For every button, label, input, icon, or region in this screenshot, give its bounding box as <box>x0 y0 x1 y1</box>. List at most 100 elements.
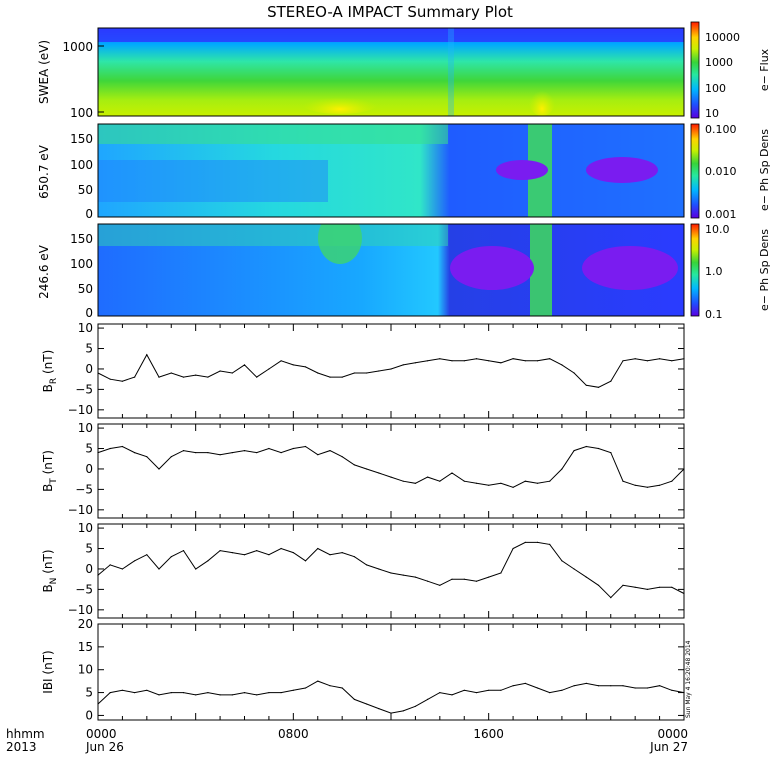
bmag-data-point <box>195 694 197 696</box>
bn-ytick-label: 5 <box>85 542 93 556</box>
pad246-colorbar-label: e− Ph Sp Dens <box>758 229 771 311</box>
bn-data-point <box>427 580 429 582</box>
bt-data-point <box>536 482 539 484</box>
br-data-point <box>243 364 246 366</box>
bt-data-point <box>451 472 453 474</box>
bmag-data-point <box>549 692 551 694</box>
bmag-data-point <box>659 685 661 687</box>
bn-data-point <box>524 541 526 544</box>
bmag-data-point <box>121 689 123 691</box>
pad246-green-column <box>530 224 552 316</box>
bn-data-point <box>243 554 246 556</box>
bt-data-point <box>243 450 246 452</box>
bt-data-point <box>280 452 282 454</box>
swea-cb-10: 10 <box>705 107 719 120</box>
bt-data-point <box>170 456 172 458</box>
swea-ylabel: SWEA (eV) <box>37 40 51 104</box>
br-data-point <box>488 360 490 362</box>
pad650-cb-0001: 0.001 <box>705 208 737 221</box>
br-data-point <box>134 376 136 378</box>
pad246-void-1 <box>450 246 534 290</box>
br-panel: −10 −5 0 5 10 BR (nT) <box>41 321 685 419</box>
br-data-point <box>451 360 453 362</box>
br-series-line <box>97 353 685 388</box>
pad650-panel: 650.7 eV 150 100 50 0 0.100 0.010 0.001 … <box>37 123 771 221</box>
bmag-data-point <box>573 685 575 687</box>
bn-data-point <box>195 568 197 570</box>
bn-panel: −10 −5 0 5 10 BN (nT) <box>41 521 685 619</box>
bmag-data-point <box>378 708 380 710</box>
bt-data-point <box>378 472 380 474</box>
time-axis-row-label-2: 2013 <box>6 740 37 754</box>
time-tick-date: Jun 26 <box>85 740 124 754</box>
bn-data-point <box>317 547 319 550</box>
bn-data-point <box>256 550 258 552</box>
br-frame <box>97 323 685 419</box>
bn-series-line <box>97 541 685 599</box>
bn-ytick-label: −10 <box>68 603 93 617</box>
br-data-point <box>414 362 416 364</box>
time-tick-date: Jun 27 <box>649 740 688 754</box>
bt-data-point <box>524 480 526 482</box>
pad650-low-band <box>98 160 328 202</box>
bt-data-point <box>671 480 673 482</box>
br-data-point <box>390 368 392 370</box>
bn-data-point <box>585 576 587 578</box>
bt-data-point <box>134 452 136 454</box>
swea-cb-1000: 1000 <box>705 56 733 69</box>
bt-data-point <box>317 454 319 456</box>
swea-spectrogram <box>98 28 684 116</box>
swea-cb-10000: 10000 <box>705 31 740 44</box>
bn-data-point <box>378 568 380 570</box>
br-ylabel-main: B <box>41 384 55 392</box>
bmag-data-point <box>439 692 441 694</box>
bt-data-point <box>549 480 551 482</box>
bt-data-point <box>353 464 355 466</box>
bt-data-point <box>219 454 221 456</box>
bmag-data-point <box>427 698 429 701</box>
swea-dark-stripe <box>448 28 454 116</box>
bt-data-point <box>402 480 404 482</box>
br-data-point <box>585 384 587 386</box>
bt-data-point <box>622 480 624 482</box>
pad246-green-blob-1 <box>318 224 362 264</box>
bt-data-point <box>329 450 331 452</box>
br-ylabel-unit: (nT) <box>41 350 55 378</box>
bn-data-point <box>268 554 270 556</box>
bmag-data-point <box>634 687 636 689</box>
bt-data-point <box>268 447 270 450</box>
bn-data-point <box>536 541 539 544</box>
br-data-point <box>536 360 539 362</box>
br-data-point <box>622 360 624 362</box>
swea-cb-100: 100 <box>705 82 726 95</box>
br-data-point <box>182 376 185 378</box>
bmag-data-point <box>366 703 368 705</box>
bn-data-point <box>439 584 441 586</box>
bn-ylabel: BN (nT) <box>41 549 59 592</box>
br-data-point <box>353 372 355 374</box>
bn-data-point <box>97 574 99 576</box>
bmag-ylabel: IBI (nT) <box>41 650 55 693</box>
bn-data-point <box>219 550 221 552</box>
bn-ylabel-main: B <box>41 584 55 592</box>
bn-data-point <box>353 556 355 558</box>
bt-data-point <box>390 476 392 478</box>
bt-data-point <box>195 452 197 454</box>
br-data-point <box>561 364 563 366</box>
bn-data-point <box>597 584 600 586</box>
bn-data-point <box>121 568 123 570</box>
br-data-point <box>597 386 600 388</box>
plot-title: STEREO-A IMPACT Summary Plot <box>267 3 513 21</box>
swea-colorbar-label: e− Flux <box>758 48 771 91</box>
br-ylabel-sub: R <box>49 378 59 384</box>
bn-data-point <box>170 556 172 558</box>
bmag-data-point <box>524 682 526 685</box>
bmag-data-point <box>561 689 563 691</box>
swea-hotspot-1 <box>300 90 380 114</box>
br-data-point <box>195 374 197 376</box>
bn-ylabel-unit: (nT) <box>41 549 55 577</box>
bt-data-point <box>366 468 368 470</box>
bn-data-point <box>158 568 160 570</box>
pad246-void-2 <box>582 246 678 290</box>
